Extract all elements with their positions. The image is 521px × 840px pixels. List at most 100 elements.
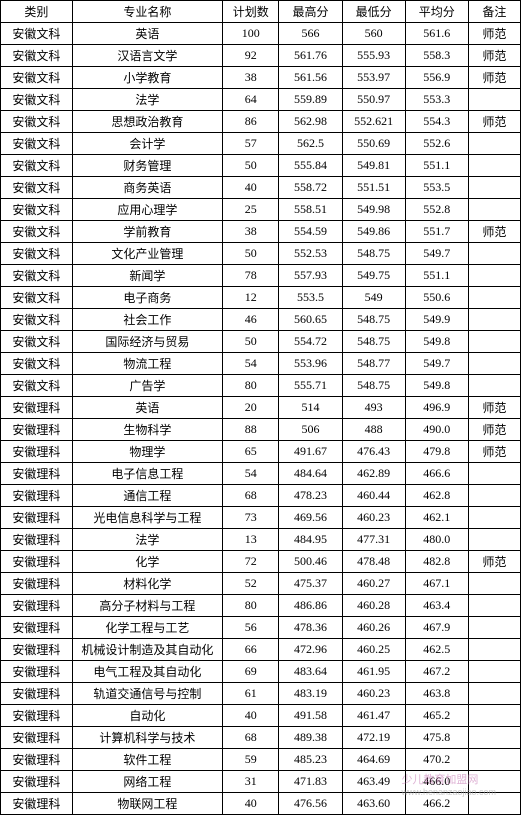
- table-cell: 465.2: [405, 705, 468, 727]
- table-cell: 548.75: [342, 375, 405, 397]
- table-cell: 机械设计制造及其自动化: [72, 639, 222, 661]
- table-cell: 小学教育: [72, 67, 222, 89]
- table-cell: 安徽文科: [1, 375, 73, 397]
- table-cell: 安徽理科: [1, 529, 73, 551]
- table-row: 安徽文科英语100566560561.6师范: [1, 23, 521, 45]
- table-row: 安徽理科英语20514493496.9师范: [1, 397, 521, 419]
- table-cell: 80: [222, 375, 279, 397]
- table-cell: 462.89: [342, 463, 405, 485]
- table-cell: 490.0: [405, 419, 468, 441]
- table-cell: 477.31: [342, 529, 405, 551]
- table-cell: 56: [222, 617, 279, 639]
- table-cell: 安徽理科: [1, 595, 73, 617]
- table-row: 安徽文科新闻学78557.93549.75551.1: [1, 265, 521, 287]
- table-cell: 46: [222, 309, 279, 331]
- table-cell: 461.47: [342, 705, 405, 727]
- table-cell: 78: [222, 265, 279, 287]
- table-cell: [468, 463, 520, 485]
- table-cell: 466.2: [405, 793, 468, 815]
- table-cell: 法学: [72, 89, 222, 111]
- table-cell: 462.1: [405, 507, 468, 529]
- table-cell: 554.72: [279, 331, 342, 353]
- table-cell: 472.96: [279, 639, 342, 661]
- table-row: 安徽理科物理学65491.67476.43479.8师范: [1, 441, 521, 463]
- table-cell: 12: [222, 287, 279, 309]
- table-cell: 550.6: [405, 287, 468, 309]
- table-cell: 50: [222, 243, 279, 265]
- table-cell: 化学: [72, 551, 222, 573]
- table-cell: 师范: [468, 67, 520, 89]
- table-row: 安徽理科材料化学52475.37460.27467.1: [1, 573, 521, 595]
- table-row: 安徽理科机械设计制造及其自动化66472.96460.25462.5: [1, 639, 521, 661]
- table-cell: 86: [222, 111, 279, 133]
- table-cell: 555.93: [342, 45, 405, 67]
- table-cell: 561.6: [405, 23, 468, 45]
- table-row: 安徽文科国际经济与贸易50554.72548.75549.8: [1, 331, 521, 353]
- table-cell: 471.83: [279, 771, 342, 793]
- table-cell: 489.38: [279, 727, 342, 749]
- table-cell: [468, 287, 520, 309]
- table-cell: [468, 793, 520, 815]
- table-cell: 文化产业管理: [72, 243, 222, 265]
- table-row: 安徽理科生物科学88506488490.0师范: [1, 419, 521, 441]
- table-cell: 安徽理科: [1, 485, 73, 507]
- table-cell: [468, 507, 520, 529]
- table-row: 安徽理科网络工程31471.83463.49466.0: [1, 771, 521, 793]
- table-cell: 安徽理科: [1, 463, 73, 485]
- table-cell: 安徽文科: [1, 89, 73, 111]
- table-cell: [468, 595, 520, 617]
- table-cell: 师范: [468, 551, 520, 573]
- table-cell: 549.81: [342, 155, 405, 177]
- table-row: 安徽文科社会工作46560.65548.75549.9: [1, 309, 521, 331]
- table-cell: 463.60: [342, 793, 405, 815]
- table-cell: 554.59: [279, 221, 342, 243]
- table-row: 安徽文科商务英语40558.72551.51553.5: [1, 177, 521, 199]
- table-cell: 557.93: [279, 265, 342, 287]
- table-cell: 551.51: [342, 177, 405, 199]
- table-cell: 478.23: [279, 485, 342, 507]
- table-cell: 549.7: [405, 243, 468, 265]
- table-cell: 电气工程及其自动化: [72, 661, 222, 683]
- table-cell: 92: [222, 45, 279, 67]
- table-cell: [468, 639, 520, 661]
- table-cell: 师范: [468, 221, 520, 243]
- table-cell: 68: [222, 727, 279, 749]
- table-cell: 安徽文科: [1, 155, 73, 177]
- table-cell: 88: [222, 419, 279, 441]
- table-row: 安徽文科财务管理50555.84549.81551.1: [1, 155, 521, 177]
- table-cell: 461.95: [342, 661, 405, 683]
- table-cell: 54: [222, 463, 279, 485]
- table-cell: 72: [222, 551, 279, 573]
- table-cell: 65: [222, 441, 279, 463]
- table-cell: 463.4: [405, 595, 468, 617]
- table-cell: 469.56: [279, 507, 342, 529]
- table-cell: 475.37: [279, 573, 342, 595]
- table-cell: 师范: [468, 23, 520, 45]
- table-cell: 551.1: [405, 265, 468, 287]
- table-cell: 安徽文科: [1, 111, 73, 133]
- table-cell: 485.23: [279, 749, 342, 771]
- table-cell: 应用心理学: [72, 199, 222, 221]
- table-cell: [468, 133, 520, 155]
- table-cell: 31: [222, 771, 279, 793]
- table-cell: 61: [222, 683, 279, 705]
- table-cell: 安徽文科: [1, 67, 73, 89]
- table-row: 安徽理科法学13484.95477.31480.0: [1, 529, 521, 551]
- table-cell: [468, 617, 520, 639]
- table-cell: 英语: [72, 23, 222, 45]
- table-cell: 462.8: [405, 485, 468, 507]
- table-cell: 475.8: [405, 727, 468, 749]
- table-cell: 国际经济与贸易: [72, 331, 222, 353]
- table-cell: 安徽理科: [1, 617, 73, 639]
- table-cell: 安徽理科: [1, 705, 73, 727]
- table-cell: 安徽文科: [1, 45, 73, 67]
- table-cell: 553.5: [405, 177, 468, 199]
- table-cell: [468, 177, 520, 199]
- table-body: 安徽文科英语100566560561.6师范安徽文科汉语言文学92561.765…: [1, 23, 521, 815]
- header-category: 类别: [1, 1, 73, 23]
- table-row: 安徽文科汉语言文学92561.76555.93558.3师范: [1, 45, 521, 67]
- table-cell: 483.64: [279, 661, 342, 683]
- table-cell: 460.25: [342, 639, 405, 661]
- table-cell: 师范: [468, 397, 520, 419]
- table-cell: [468, 155, 520, 177]
